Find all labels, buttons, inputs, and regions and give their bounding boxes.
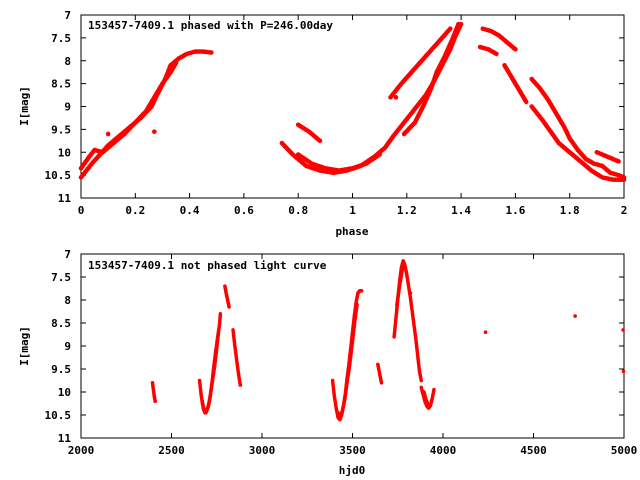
phased-data-points xyxy=(78,21,627,182)
phased-y-tick-label: 8.5 xyxy=(51,78,71,91)
phased-x-tick-label: 1.6 xyxy=(505,204,525,217)
raw-y-tick-label: 8 xyxy=(64,294,71,307)
phased-data-point xyxy=(152,129,157,134)
phased-data-point xyxy=(393,95,399,100)
raw-y-tick-label: 10.5 xyxy=(45,409,72,422)
raw-x-tick-label: 2500 xyxy=(158,444,185,457)
raw-data-point xyxy=(483,330,488,335)
phased-x-tick-label: 2 xyxy=(621,204,628,217)
phased-x-tick-label: 0 xyxy=(78,204,85,217)
phased-y-axis-label: I[mag] xyxy=(18,86,31,126)
raw-light-curve-panel: 2000 2500 3000 3500 4000 4500 5000 7 7.5 8 8.5 9 9.… xyxy=(18,248,637,477)
phased-data-point xyxy=(105,131,111,137)
raw-x-tick-label: 3500 xyxy=(339,444,366,457)
phased-data-point xyxy=(317,138,323,144)
phased-data-point xyxy=(447,26,453,32)
raw-data-points xyxy=(150,259,626,422)
raw-data-point xyxy=(408,291,413,295)
phased-data-point xyxy=(456,21,461,27)
phased-x-tick-label: 1.4 xyxy=(451,204,471,217)
phased-y-tick-label: 7 xyxy=(64,9,71,22)
raw-y-tick-label: 8.5 xyxy=(51,317,71,330)
raw-x-ticks: 2000 2500 3000 3500 4000 4500 5000 xyxy=(68,254,638,457)
phased-y-tick-label: 9.5 xyxy=(51,123,71,136)
raw-y-tick-label: 10 xyxy=(58,386,71,399)
phased-x-tick-label: 1 xyxy=(349,204,356,217)
raw-x-axis-label: hjd0 xyxy=(339,464,366,477)
phased-y-tick-label: 9 xyxy=(64,101,71,114)
raw-y-tick-label: 9.5 xyxy=(51,363,71,376)
phased-x-tick-label: 0.2 xyxy=(125,204,145,217)
phased-data-point xyxy=(494,51,499,57)
phased-data-point xyxy=(209,50,214,55)
phased-x-tick-label: 1.2 xyxy=(397,204,417,217)
phased-data-point xyxy=(513,47,518,52)
raw-data-point xyxy=(621,328,625,332)
phased-y-tick-label: 11 xyxy=(58,192,72,205)
phased-data-point xyxy=(621,177,627,182)
raw-data-point xyxy=(402,261,406,266)
raw-data-point xyxy=(238,383,243,387)
raw-x-tick-label: 4000 xyxy=(430,444,457,457)
raw-data-point xyxy=(227,305,231,309)
phased-light-curve-panel: 0 0.2 0.4 0.6 0.8 1 1.2 1.4 1.6 1.8 2 7 7.5 8 8.5 9 9.5… xyxy=(18,9,627,238)
phased-x-tick-label: 0.6 xyxy=(234,204,254,217)
phased-x-tick-label: 0.8 xyxy=(288,204,308,217)
phased-y-tick-label: 10 xyxy=(58,146,71,159)
raw-y-ticks: 7 7.5 8 8.5 9 9.5 10 10.5 11 xyxy=(45,248,624,445)
raw-y-tick-label: 11 xyxy=(58,432,72,445)
phased-data-point xyxy=(616,159,621,164)
raw-data-point xyxy=(379,381,384,385)
phased-x-ticks: 0 0.2 0.4 0.6 0.8 1 1.2 1.4 1.6 1.8 2 xyxy=(78,15,628,217)
phased-x-axis-label: phase xyxy=(335,225,368,238)
raw-x-tick-label: 3000 xyxy=(249,444,276,457)
phased-y-tick-label: 10.5 xyxy=(45,169,72,182)
raw-data-point xyxy=(218,312,223,316)
raw-y-axis-label: I[mag] xyxy=(18,326,31,366)
phased-plot-title: 153457-7409.1 phased with P=246.00day xyxy=(88,19,333,32)
raw-data-point xyxy=(216,330,221,335)
phased-y-ticks: 7 7.5 8 8.5 9 9.5 10 10.5 11 xyxy=(45,9,624,205)
raw-data-point xyxy=(573,314,577,318)
phased-y-tick-label: 8 xyxy=(64,55,71,68)
raw-x-tick-label: 5000 xyxy=(611,444,638,457)
phased-x-tick-label: 0.4 xyxy=(180,204,200,217)
raw-data-point xyxy=(359,289,364,293)
raw-data-point xyxy=(427,404,432,408)
phased-data-point xyxy=(173,60,179,66)
raw-data-point xyxy=(153,399,158,404)
raw-y-tick-label: 9 xyxy=(64,340,71,353)
raw-data-point xyxy=(419,378,424,383)
phased-data-point xyxy=(523,99,529,105)
raw-data-point xyxy=(621,369,626,374)
phased-x-tick-label: 1.8 xyxy=(560,204,580,217)
raw-data-point xyxy=(355,302,359,307)
raw-data-point xyxy=(432,387,436,392)
raw-x-tick-label: 4500 xyxy=(520,444,547,457)
phased-y-tick-label: 7.5 xyxy=(51,32,71,45)
raw-plot-title: 153457-7409.1 not phased light curve xyxy=(88,259,327,272)
raw-x-tick-label: 2000 xyxy=(68,444,95,457)
raw-y-tick-label: 7 xyxy=(64,248,71,261)
raw-y-tick-label: 7.5 xyxy=(51,271,71,284)
